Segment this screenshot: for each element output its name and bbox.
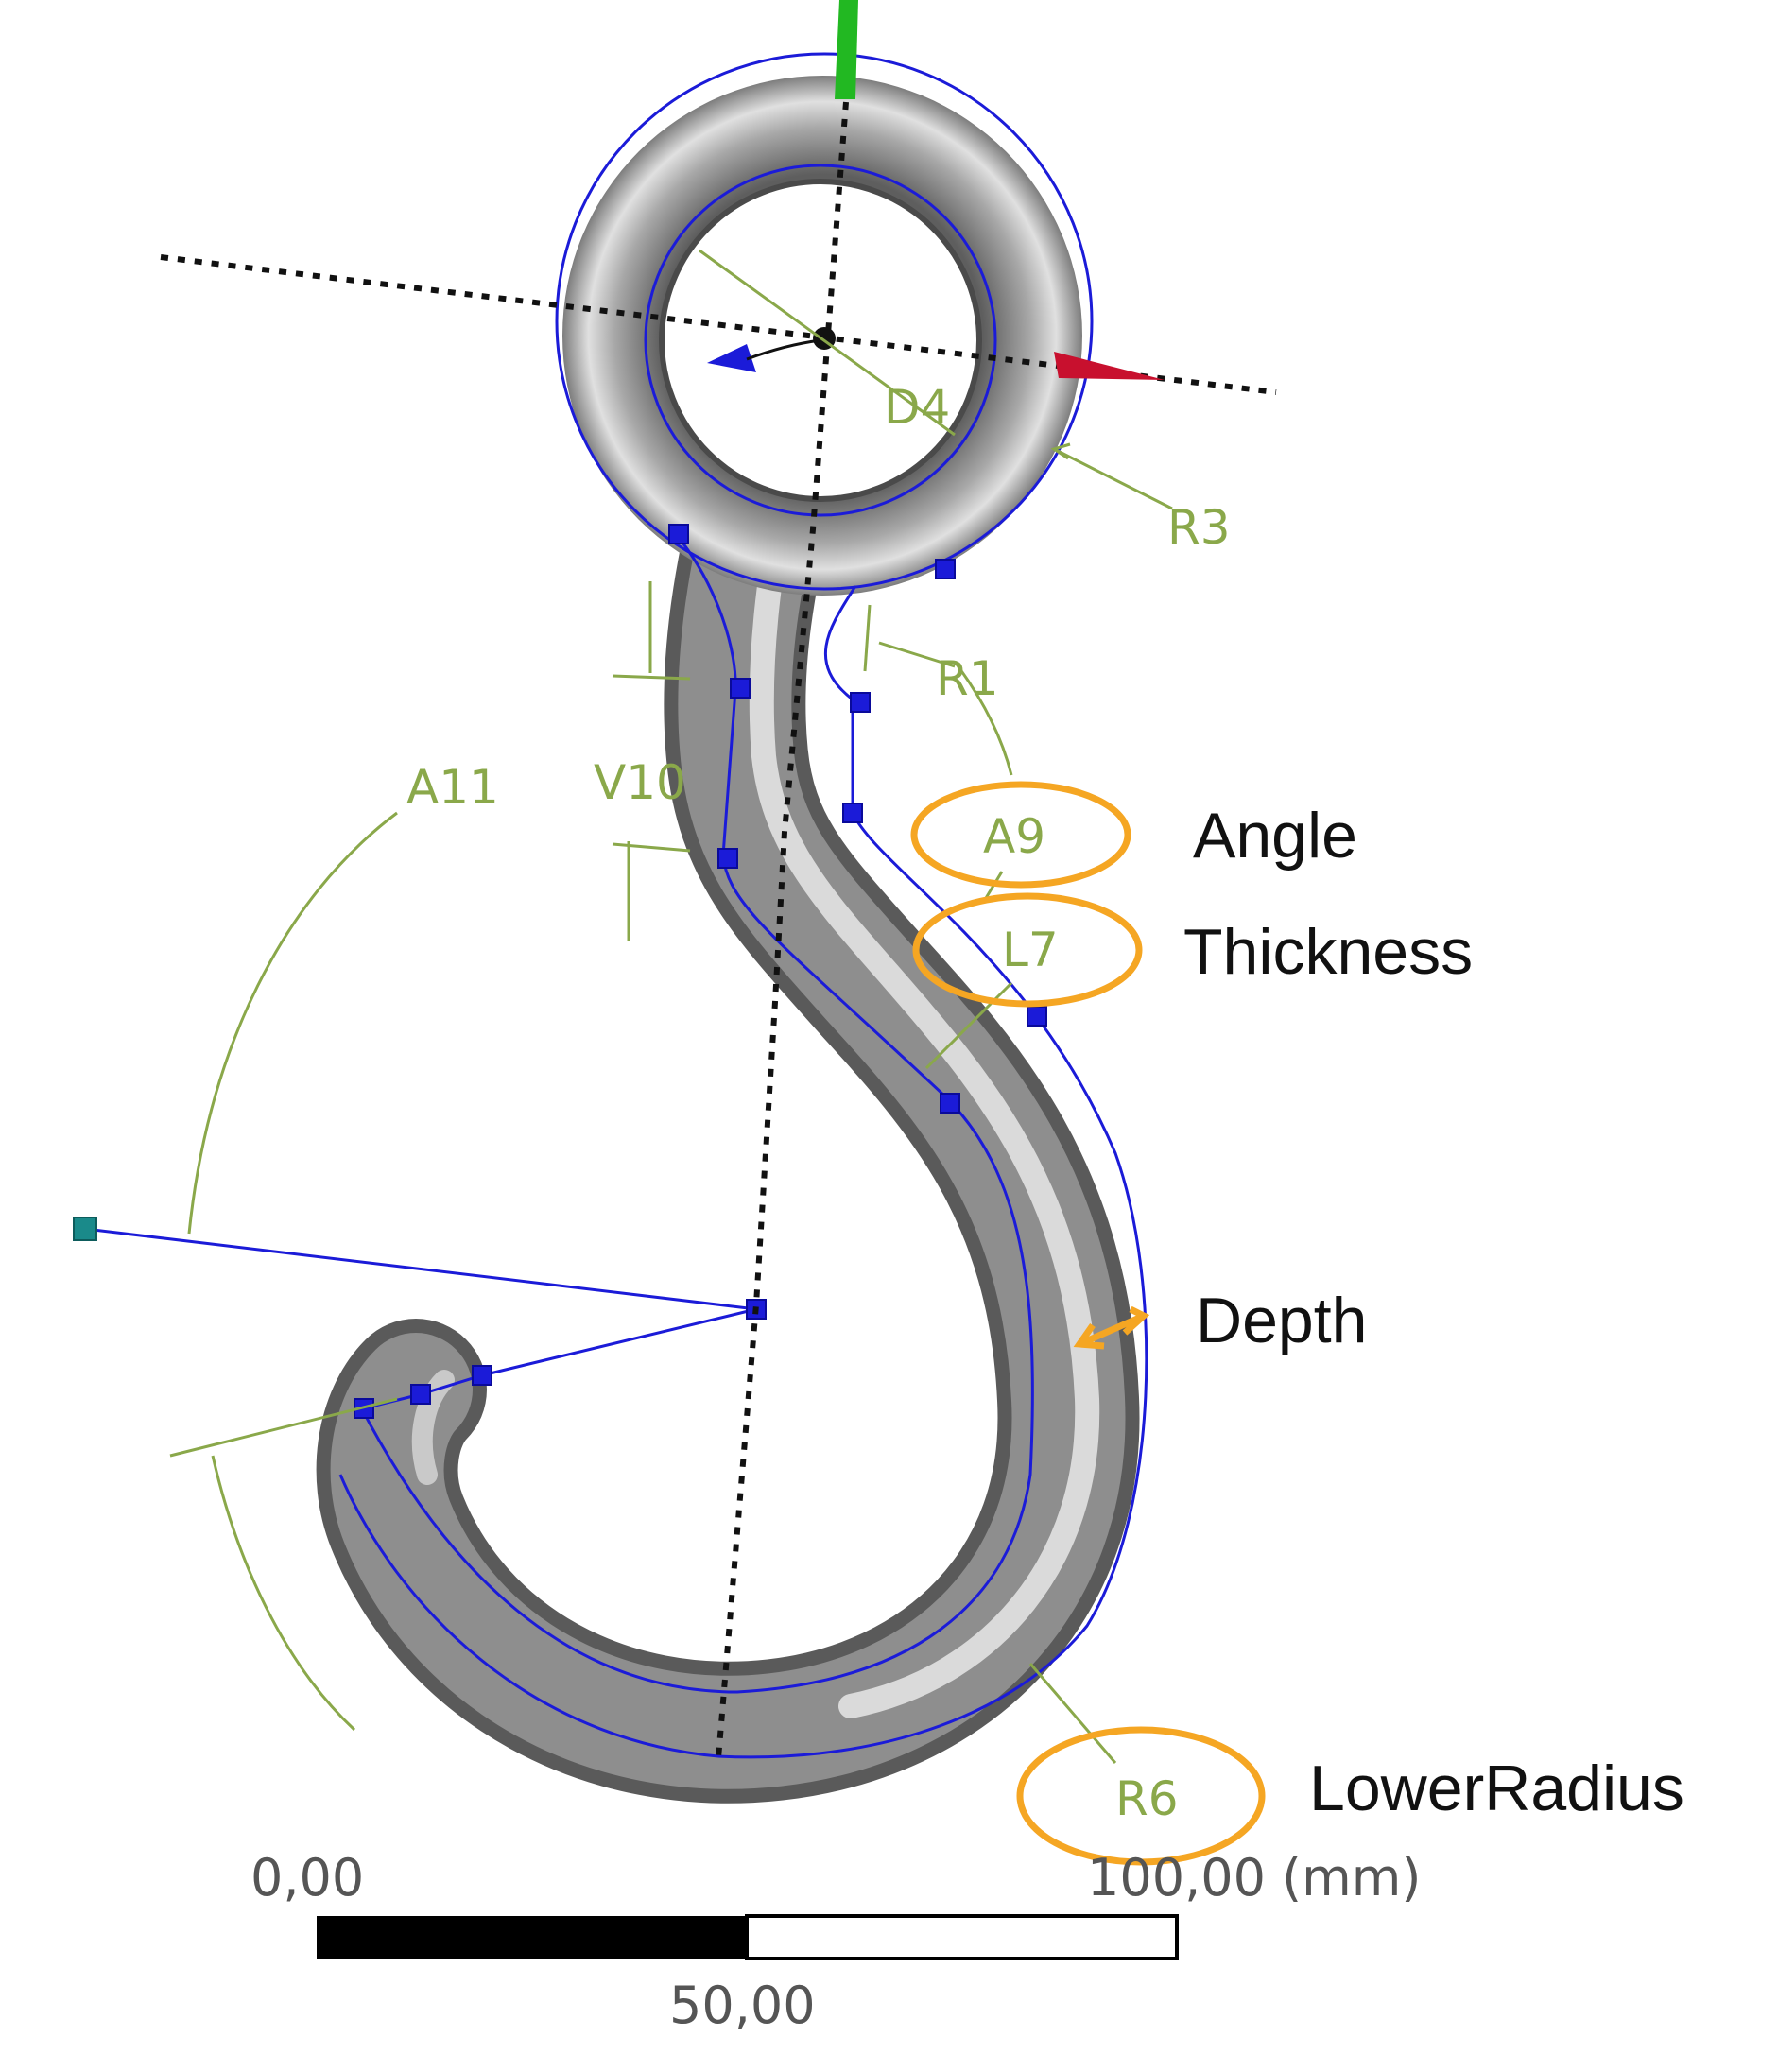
highlight-r6 <box>1016 1726 1266 1866</box>
depth-arrow <box>1078 1312 1146 1348</box>
dim-v10[interactable]: V10 <box>594 755 686 810</box>
annotation-labels: Angle Thickness Depth LowerRadius <box>1183 800 1684 1824</box>
dimension-labels: D4 R3 R1 V10 A11 A9 L7 R6 <box>406 380 1231 1826</box>
scale-label-end: 100,00 (mm) <box>1087 1848 1421 1908</box>
dim-r3[interactable]: R3 <box>1167 500 1231 555</box>
y-axis-arrow <box>835 0 858 99</box>
sketch-profile <box>84 52 1148 1759</box>
scale-label-start: 0,00 <box>250 1848 364 1908</box>
triad <box>707 0 1165 380</box>
dim-r6[interactable]: R6 <box>1115 1771 1179 1826</box>
scale-bar: 0,00 100,00 (mm) 50,00 <box>250 1848 1421 2035</box>
dim-d4[interactable]: D4 <box>884 380 950 435</box>
highlight-a9 <box>910 781 1131 889</box>
dim-l7[interactable]: L7 <box>1002 923 1059 977</box>
label-depth: Depth <box>1196 1285 1367 1356</box>
sketch-points <box>73 524 1047 1419</box>
x-axis-arrow <box>1054 352 1165 380</box>
dim-a11[interactable]: A11 <box>406 760 499 815</box>
scale-bar-white <box>745 1914 1179 1960</box>
scale-bar-black <box>317 1916 747 1959</box>
scale-label-mid: 50,00 <box>669 1976 816 2035</box>
dim-a9[interactable]: A9 <box>983 809 1045 864</box>
label-thickness: Thickness <box>1183 916 1473 988</box>
highlight-annotations <box>910 781 1266 1866</box>
z-axis-arrow <box>707 344 756 372</box>
dim-r1[interactable]: R1 <box>936 651 999 706</box>
dimension-lines <box>169 249 1173 1764</box>
label-angle: Angle <box>1193 800 1357 872</box>
label-lower-radius: LowerRadius <box>1309 1753 1684 1824</box>
highlight-l7 <box>912 892 1143 1008</box>
